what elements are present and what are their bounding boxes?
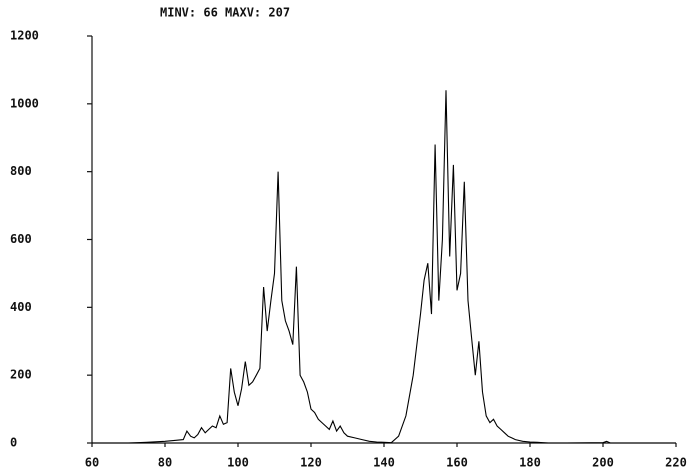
x-tick-label: 100 (227, 456, 249, 470)
x-tick-label: 60 (85, 456, 99, 470)
chart-title: MINV: 66 MAXV: 207 (160, 6, 290, 20)
x-tick-label: 200 (592, 456, 614, 470)
y-tick-label: 200 (10, 368, 32, 382)
x-tick-label: 160 (446, 456, 468, 470)
y-tick-label: 800 (10, 164, 32, 178)
x-tick-label: 180 (519, 456, 541, 470)
x-tick-label: 120 (300, 456, 322, 470)
x-tick-label: 80 (158, 456, 172, 470)
x-tick-label: 220 (665, 456, 687, 470)
x-tick-label: 140 (373, 456, 395, 470)
y-tick-label: 1200 (10, 29, 39, 43)
y-tick-label: 600 (10, 232, 32, 246)
y-tick-label: 1000 (10, 96, 39, 110)
y-tick-label: 400 (10, 300, 32, 314)
y-tick-label: 0 (10, 436, 17, 450)
data-line (92, 90, 676, 444)
